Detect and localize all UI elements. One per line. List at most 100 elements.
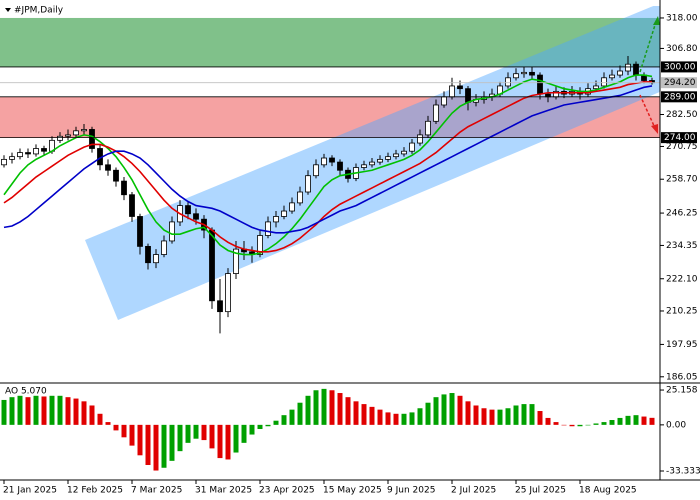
- ao-bar: [345, 397, 351, 425]
- ao-bar: [113, 424, 119, 431]
- ao-bar: [457, 395, 463, 425]
- moving-average: [3, 81, 652, 253]
- y-tick-label: 282.50: [666, 110, 698, 120]
- candle-body: [289, 202, 295, 212]
- candle-body: [513, 73, 519, 79]
- ao-bar: [73, 398, 79, 425]
- candle-body: [161, 240, 167, 255]
- ao-bar: [25, 397, 31, 425]
- ao-bar: [569, 424, 575, 427]
- y-tick-label: 306.80: [666, 44, 698, 54]
- ao-bar: [633, 415, 639, 425]
- candle-body: [449, 85, 455, 98]
- ao-bar: [209, 424, 215, 449]
- ao-bar: [193, 424, 199, 439]
- ao-bar: [393, 413, 399, 425]
- ao-bar: [305, 395, 311, 425]
- y-tick-label: 186.05: [666, 372, 698, 382]
- x-tick-label: 18 Aug 2025: [579, 486, 637, 496]
- ao-bar: [289, 409, 295, 425]
- ao-bar: [161, 424, 167, 468]
- candle-body: [217, 300, 223, 313]
- y-tick-label: 318.00: [666, 13, 698, 23]
- ao-bar: [265, 424, 271, 427]
- ao-bar: [537, 411, 543, 425]
- ao-bar: [177, 424, 183, 452]
- candle-body: [305, 175, 311, 193]
- candle-body: [41, 148, 47, 152]
- x-tick-label: 25 Jul 2025: [515, 486, 566, 496]
- ao-bar: [417, 408, 423, 425]
- ao-bar: [153, 424, 159, 471]
- candle-body: [57, 135, 63, 141]
- candle-body: [633, 63, 639, 76]
- ao-bar: [225, 424, 231, 460]
- candle-body: [329, 157, 335, 163]
- ao-bar: [329, 390, 335, 425]
- ao-bar: [233, 424, 239, 453]
- level-label: 289.00: [664, 92, 696, 102]
- ao-bar: [601, 422, 607, 425]
- down-arrow: [639, 94, 656, 129]
- ao-bar: [585, 424, 591, 426]
- candle-body: [385, 156, 391, 160]
- candle-body: [129, 194, 135, 217]
- ao-bar: [521, 404, 527, 425]
- menu-icon: [5, 8, 11, 12]
- candle-body: [593, 85, 599, 90]
- candle-body: [265, 221, 271, 236]
- ao-bar: [529, 404, 535, 425]
- ao-bar: [649, 417, 655, 425]
- ao-bar: [385, 412, 391, 425]
- ao-bar: [465, 401, 471, 425]
- candle-body: [33, 148, 39, 155]
- ao-bar: [89, 405, 95, 425]
- candle-body: [121, 180, 127, 196]
- candle-body: [537, 74, 543, 95]
- ao-bar: [473, 405, 479, 425]
- candle-body: [601, 77, 607, 87]
- candle-body: [105, 164, 111, 171]
- candle-body: [281, 210, 287, 217]
- candle-body: [393, 153, 399, 158]
- ao-bar: [281, 415, 287, 425]
- x-tick-label: 12 Feb 2025: [67, 486, 123, 496]
- axes: 318.00 306.80 282.50 270.75 258.70 246.25 234.…: [1, 13, 700, 496]
- ao-bar: [481, 408, 487, 425]
- candle-body: [409, 142, 415, 152]
- ao-bar: [433, 397, 439, 425]
- ao-bar: [449, 393, 455, 425]
- candle-body: [145, 245, 151, 264]
- candle-body: [169, 221, 175, 242]
- ao-bar: [505, 408, 511, 425]
- ao-bar: [257, 424, 263, 430]
- level-label: 274.00: [664, 133, 696, 143]
- zone: [0, 96, 660, 138]
- y-tick-label: 234.35: [666, 241, 698, 251]
- x-tick-label: 2 Jul 2025: [451, 486, 496, 496]
- ao-bar: [241, 424, 247, 443]
- level-box: [661, 91, 697, 103]
- candle-body: [297, 191, 303, 204]
- candle-body: [377, 158, 383, 163]
- candle-body: [425, 120, 431, 136]
- up-arrow: [639, 21, 657, 73]
- ao-bar: [625, 415, 631, 425]
- candle-body: [89, 129, 95, 149]
- plot: [0, 56, 660, 334]
- ao-bar: [9, 397, 15, 425]
- candle-body: [457, 85, 463, 90]
- ao-bar: [217, 424, 223, 459]
- ao-bar: [105, 422, 111, 425]
- y-tick-label: 270.75: [666, 142, 698, 152]
- ao-bar: [401, 413, 407, 425]
- x-tick-label: 21 Jan 2025: [3, 486, 57, 496]
- ao-bar: [361, 404, 367, 425]
- candle-body: [225, 273, 231, 313]
- candle-body: [337, 161, 343, 171]
- candle-body: [433, 104, 439, 122]
- candle-body: [505, 77, 511, 87]
- level-label: 300.00: [664, 62, 696, 72]
- candle-body: [65, 134, 71, 137]
- candle-body: [25, 152, 31, 155]
